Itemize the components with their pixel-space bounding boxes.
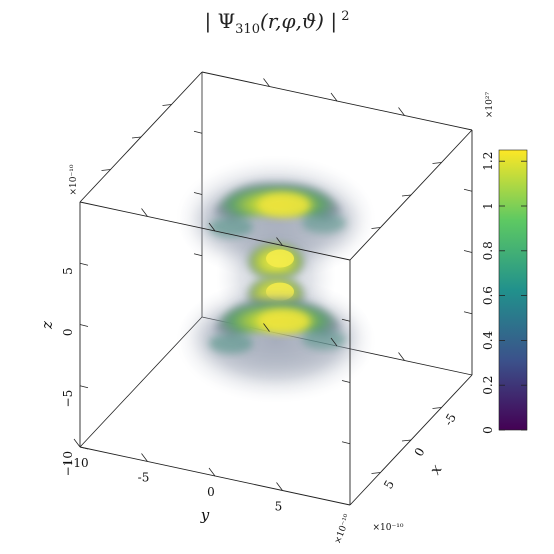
y-tick-bottom-back	[398, 352, 405, 361]
y-tick	[141, 453, 148, 462]
y-tick	[208, 467, 216, 477]
y-tick	[276, 482, 283, 491]
z-tick-back	[193, 253, 203, 257]
x-tick-top-left	[131, 136, 142, 139]
z-tick	[79, 324, 89, 327]
x-tick-label: 5	[381, 478, 397, 492]
title-bar-right: |	[324, 9, 337, 34]
z-axis-multiplier: ×10⁻¹⁰	[69, 164, 79, 195]
title-subscript: 310	[235, 22, 260, 37]
x-tick-top-left	[101, 169, 111, 171]
x-tick-top	[371, 227, 381, 229]
z-tick	[79, 446, 89, 450]
z-tick-right	[341, 318, 351, 322]
z-tick-backright	[463, 311, 473, 315]
colorbar-tick-label: 0	[481, 426, 495, 434]
y-tick-bottom-back	[263, 323, 270, 332]
title-psi: Ψ	[218, 9, 236, 33]
z-tick	[79, 262, 89, 266]
y-tick-top	[276, 237, 283, 246]
colorbar-tick-label: 0.2	[481, 376, 495, 395]
y-tick-label: 5	[275, 500, 283, 514]
lobe-peak	[258, 309, 310, 334]
colorbar-ticks: 0 0.2 0.4 0.6 0.8 1 1.2	[481, 152, 527, 434]
y-tick-label: 0	[207, 485, 215, 499]
x-tick	[401, 439, 412, 442]
colorbar-tick-label: 0.6	[481, 286, 495, 305]
lobe-inner-top	[246, 241, 306, 282]
colorbar-tick-label: 1	[481, 202, 495, 210]
x-tick-label: 0	[412, 445, 428, 459]
x-axis-multiplier: ×10⁻¹⁰	[373, 523, 404, 533]
lobe-edge-left	[209, 333, 253, 354]
z-tick-label: 0	[61, 329, 75, 337]
title-superscript: 2	[337, 9, 349, 24]
lobe-peak	[266, 282, 294, 301]
lobe-peak	[266, 249, 294, 268]
y-tick-bottom-back	[330, 337, 338, 347]
x-axis-label: x	[426, 461, 446, 478]
colorbar-tick-label: 0.4	[481, 330, 495, 349]
axis-tick-labels: −10 −5 0 5 −10 -5 0 5 -5 0 5	[61, 267, 459, 513]
colorbar: 0 0.2 0.4 0.6 0.8 1 1.2 ×10²⁷	[481, 92, 528, 434]
axis-ticks	[73, 78, 473, 491]
chart-title: | Ψ310(r,φ,ϑ) | 2	[205, 9, 350, 37]
z-tick-back	[193, 192, 203, 195]
x-tick-top	[432, 162, 442, 164]
z-tick-right	[341, 380, 351, 383]
x-tick-top	[401, 194, 412, 197]
y-tick-label: −10	[63, 456, 88, 470]
z-tick-right	[341, 441, 351, 445]
x-tick	[371, 472, 381, 474]
y-tick-top-back	[263, 78, 270, 87]
y-tick-top-back	[330, 92, 338, 102]
y-tick-top	[141, 208, 148, 217]
y-axis-multiplier: ×10⁻¹⁰	[333, 513, 353, 546]
y-tick-top-back	[398, 107, 405, 116]
density-volume	[176, 155, 376, 404]
y-tick-top	[208, 222, 216, 232]
y-tick-label: -5	[138, 471, 150, 485]
x-tick-label: -5	[441, 411, 459, 428]
z-tick-label: −5	[61, 390, 75, 408]
colorbar-tick-label: 1.2	[481, 152, 495, 171]
z-tick	[79, 385, 89, 389]
colorbar-multiplier: ×10²⁷	[485, 92, 495, 119]
lobe-peak	[258, 193, 310, 218]
z-tick-backright	[463, 188, 473, 192]
z-tick-backright	[463, 250, 473, 253]
z-tick-label: 5	[61, 267, 75, 275]
lobe-outer-bottom	[198, 299, 354, 376]
title-bar-left: |	[205, 9, 218, 34]
z-tick-back	[193, 130, 203, 134]
z-axis-label: z	[38, 321, 56, 330]
lobe-edge-right	[302, 329, 346, 350]
y-tick	[73, 438, 81, 448]
x-tick	[432, 407, 442, 409]
colorbar-gradient	[498, 149, 528, 431]
y-axis-label: y	[200, 506, 210, 524]
colorbar-tick-label: 0.8	[481, 241, 495, 260]
x-tick-top-left	[162, 104, 172, 106]
title-args: (r,φ,ϑ)	[260, 9, 324, 33]
lobe-edge-right	[302, 213, 346, 234]
z-tick-label: −10	[61, 451, 75, 476]
